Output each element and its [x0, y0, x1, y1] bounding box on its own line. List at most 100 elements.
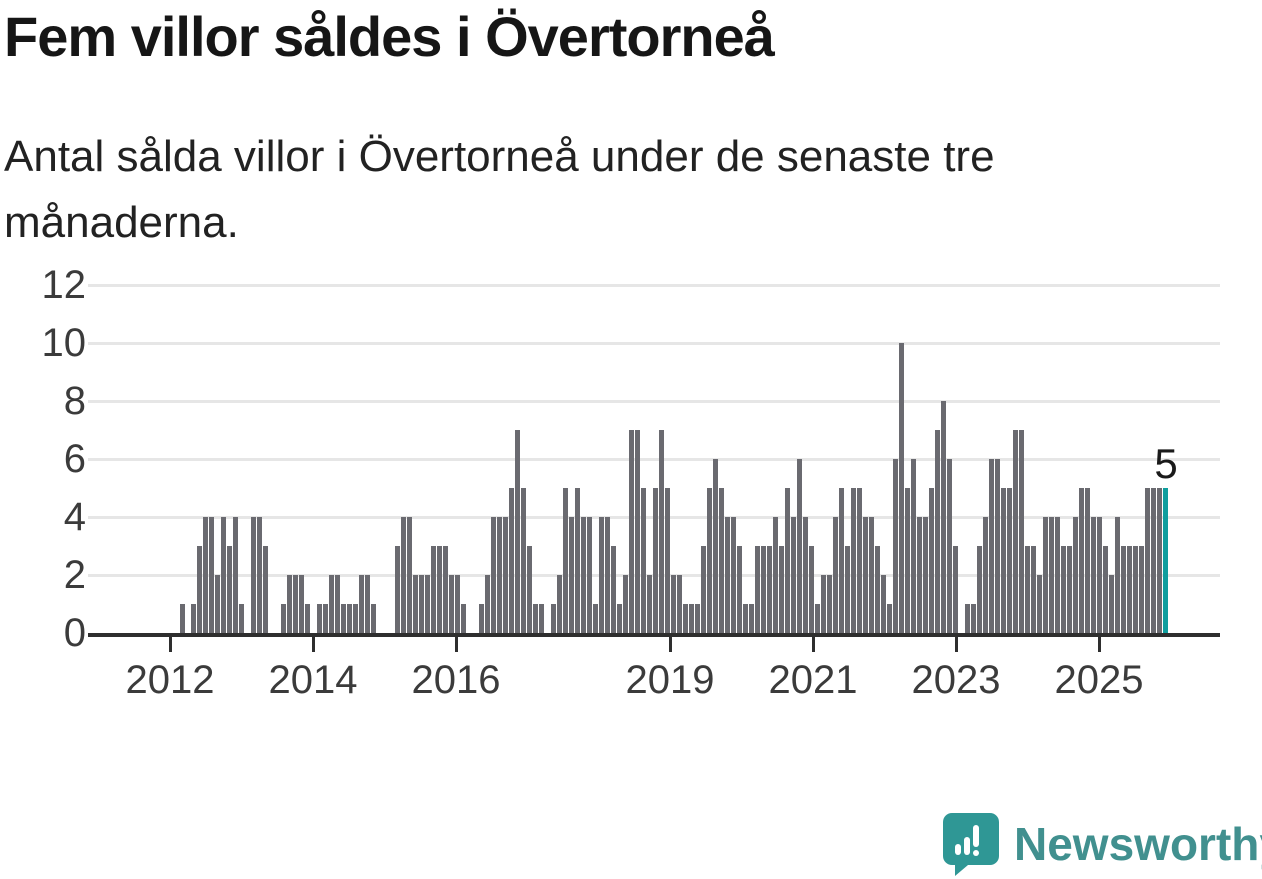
bar	[754, 546, 760, 633]
bar	[706, 488, 712, 633]
x-axis-tick	[169, 637, 172, 652]
bar	[341, 604, 347, 633]
bar	[281, 604, 287, 633]
bar	[509, 488, 515, 633]
newsworthy-logo: Newsworthy	[942, 812, 1262, 876]
bar	[179, 604, 185, 633]
bar	[724, 517, 730, 633]
bar	[209, 517, 215, 633]
x-axis-tick	[812, 637, 815, 652]
bar	[659, 430, 665, 633]
bar	[1144, 488, 1150, 633]
bar	[251, 517, 257, 633]
bar	[203, 517, 209, 633]
bar	[539, 604, 545, 633]
bar	[760, 546, 766, 633]
bar	[820, 575, 826, 633]
bar	[868, 517, 874, 633]
bar	[635, 430, 641, 633]
bar	[826, 575, 832, 633]
bar	[838, 488, 844, 633]
bar	[431, 546, 437, 633]
bar	[850, 488, 856, 633]
x-axis-tick	[955, 637, 958, 652]
x-tick-label: 2023	[911, 658, 1001, 702]
bar	[587, 517, 593, 633]
bar	[1042, 517, 1048, 633]
newsworthy-bubble-chart-icon	[942, 812, 1000, 876]
bar	[497, 517, 503, 633]
bar	[605, 517, 611, 633]
bar	[730, 517, 736, 633]
bar	[748, 604, 754, 633]
bar	[766, 546, 772, 633]
bar	[916, 517, 922, 633]
bar	[898, 343, 904, 633]
bar	[736, 546, 742, 633]
bar	[1000, 488, 1006, 633]
bar	[1078, 488, 1084, 633]
bar	[191, 604, 197, 633]
bar	[1060, 546, 1066, 633]
last-value-annotation: 5	[1154, 440, 1178, 487]
bar	[802, 517, 808, 633]
bar	[653, 488, 659, 633]
x-axis-tick	[669, 637, 672, 652]
bar	[808, 546, 814, 633]
bar	[575, 488, 581, 633]
bar	[1102, 546, 1108, 633]
bar	[599, 517, 605, 633]
bar	[419, 575, 425, 633]
bar	[263, 546, 269, 633]
x-axis-tick	[1098, 637, 1101, 652]
bar	[617, 604, 623, 633]
chart-title: Fem villor såldes i Övertorneå	[4, 5, 775, 68]
bar	[1006, 488, 1012, 633]
bar	[335, 575, 341, 633]
bar	[952, 546, 958, 633]
bar	[928, 488, 934, 633]
bar	[700, 546, 706, 633]
bar	[665, 488, 670, 633]
bar	[1018, 430, 1024, 633]
bar	[443, 546, 449, 633]
bar	[862, 517, 868, 633]
x-axis-tick	[455, 637, 458, 652]
bar	[886, 604, 892, 633]
bar	[629, 430, 635, 633]
bar	[449, 575, 455, 633]
bar	[359, 575, 365, 633]
bar	[712, 459, 718, 633]
y-tick-label: 12	[41, 263, 87, 307]
bar	[623, 575, 629, 633]
bar	[1036, 575, 1042, 633]
bar	[299, 575, 305, 633]
y-gridline	[88, 458, 1220, 461]
y-gridline	[88, 342, 1220, 345]
bar	[1030, 546, 1036, 633]
bar	[671, 575, 676, 633]
bar	[796, 459, 802, 633]
x-tick-label: 2021	[768, 658, 858, 702]
bar	[485, 575, 491, 633]
bar	[413, 575, 419, 633]
bar	[257, 517, 263, 633]
bar	[425, 575, 431, 633]
bar	[197, 546, 203, 633]
bar	[778, 546, 784, 633]
bar	[694, 604, 700, 633]
bar	[455, 575, 461, 633]
bar	[784, 488, 790, 633]
y-tick-label: 10	[41, 321, 87, 365]
bar	[1108, 575, 1114, 633]
bar	[407, 517, 413, 633]
bar	[395, 546, 401, 633]
x-tick-label: 2016	[411, 658, 501, 702]
bar	[569, 517, 575, 633]
bar	[934, 430, 940, 633]
newsworthy-wordmark: Newsworthy	[1014, 818, 1262, 870]
bar	[215, 575, 221, 633]
bar	[976, 546, 982, 633]
bar	[479, 604, 485, 633]
bar	[647, 575, 653, 633]
